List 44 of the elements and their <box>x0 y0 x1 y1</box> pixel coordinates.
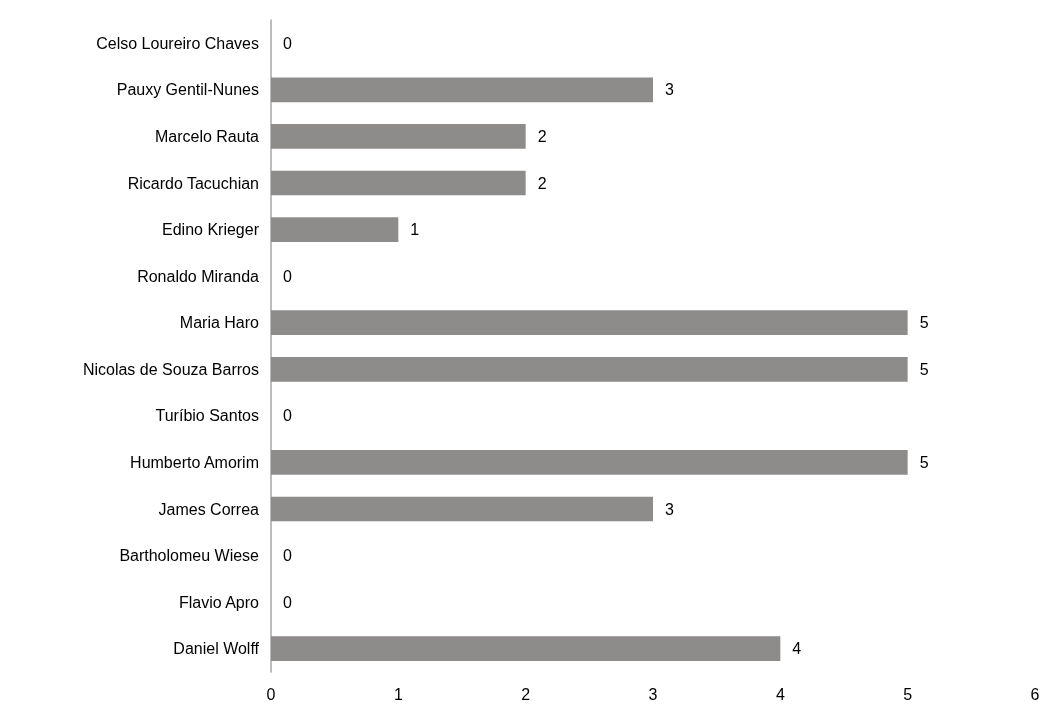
y-tick-label: James Correa <box>158 500 260 518</box>
bar <box>271 496 653 522</box>
y-tick-label: Humberto Amorim <box>130 453 259 471</box>
x-tick-label: 3 <box>648 685 658 703</box>
data-label: 0 <box>283 593 292 611</box>
data-label: 0 <box>283 547 292 565</box>
data-label: 2 <box>537 174 547 192</box>
y-tick-label: Celso Loureiro Chaves <box>96 34 259 52</box>
data-label: 3 <box>665 500 674 518</box>
data-label: 4 <box>792 640 802 658</box>
data-label: 5 <box>919 314 929 332</box>
bar <box>271 170 526 196</box>
bar <box>271 77 653 103</box>
bar <box>271 217 399 242</box>
y-tick-label: Ricardo Tacuchian <box>127 174 259 192</box>
y-tick-label: Maria Haro <box>179 314 260 332</box>
bar <box>271 310 908 336</box>
x-tick-label: 1 <box>393 685 403 703</box>
x-tick-label: 4 <box>775 685 785 703</box>
bar <box>271 636 781 662</box>
x-tick-label: 2 <box>521 685 531 703</box>
data-label: 0 <box>283 267 292 285</box>
data-label: 5 <box>919 453 929 471</box>
y-tick-label: Turíbio Santos <box>155 407 259 425</box>
data-label: 1 <box>410 221 420 239</box>
x-tick-label: 0 <box>266 685 276 703</box>
data-label: 2 <box>537 127 547 145</box>
bar <box>271 124 526 149</box>
data-label: 5 <box>919 360 929 378</box>
y-tick-label: Pauxy Gentil-Nunes <box>116 81 259 99</box>
data-label: 0 <box>283 407 292 425</box>
bar <box>271 356 908 382</box>
y-tick-label: Edino Krieger <box>162 221 260 239</box>
y-tick-label: Marcelo Rauta <box>154 127 260 145</box>
x-tick-label: 5 <box>903 685 913 703</box>
y-tick-label: Flavio Apro <box>178 593 260 611</box>
bar <box>271 450 908 475</box>
data-label: 3 <box>665 81 674 99</box>
y-tick-label: Daniel Wolff <box>173 640 260 658</box>
y-tick-label: Bartholomeu Wiese <box>119 547 260 565</box>
data-label: 0 <box>283 34 292 52</box>
y-tick-label: Ronaldo Miranda <box>137 267 260 285</box>
y-tick-label: Nicolas de Souza Barros <box>82 360 259 378</box>
x-tick-label: 6 <box>1030 685 1040 703</box>
